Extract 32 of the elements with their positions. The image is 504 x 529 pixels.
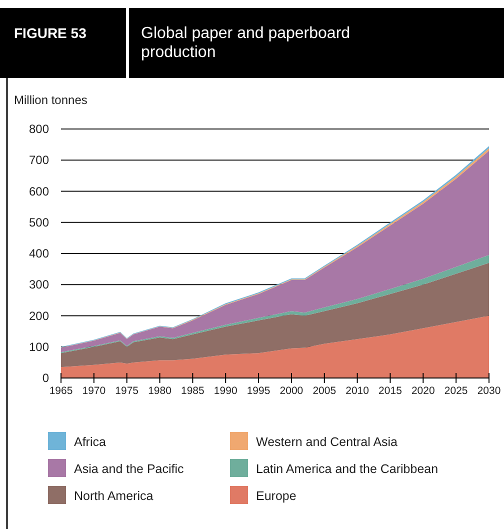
legend-label: North America (74, 489, 154, 503)
legend-label: Asia and the Pacific (74, 462, 184, 476)
y-tick-label: 500 (28, 215, 50, 230)
x-tick-label: 2000 (280, 385, 304, 397)
legend-label: Europe (256, 489, 296, 503)
x-tick-label: 1965 (49, 385, 73, 397)
legend-label: Africa (74, 435, 106, 449)
x-tick-label: 1975 (115, 385, 139, 397)
x-tick-label: 2010 (346, 385, 370, 397)
y-tick-label: 100 (28, 340, 50, 354)
y-tick-label: 200 (28, 308, 50, 323)
chart-title: Global paper and paperboard production (141, 25, 350, 61)
y-tick-label: 400 (28, 246, 50, 260)
y-tick-label: 300 (28, 278, 50, 292)
x-tick-label: 1985 (181, 385, 205, 397)
x-tick-label: 2015 (378, 385, 402, 397)
y-tick-label: 800 (28, 122, 50, 136)
y-tick-label: 600 (28, 184, 50, 198)
legend-label: Western and Central Asia (256, 435, 398, 449)
x-tick-label: 2030 (477, 385, 501, 397)
x-tick-label: 1980 (148, 385, 172, 397)
legend-label: Latin America and the Caribbean (256, 462, 438, 476)
x-tick-label: 1995 (246, 385, 270, 397)
x-tick-label: 1990 (214, 385, 238, 397)
x-tick-label: 2005 (312, 385, 336, 397)
x-tick-label: 2020 (411, 385, 435, 397)
x-tick-label: 1970 (82, 385, 106, 397)
y-axis-title: Million tonnes (14, 93, 88, 107)
x-tick-label: 2025 (444, 385, 468, 397)
caption: FIGURE 53 (14, 25, 87, 41)
y-tick-label: 0 (42, 371, 50, 385)
y-tick-label: 700 (28, 153, 50, 168)
